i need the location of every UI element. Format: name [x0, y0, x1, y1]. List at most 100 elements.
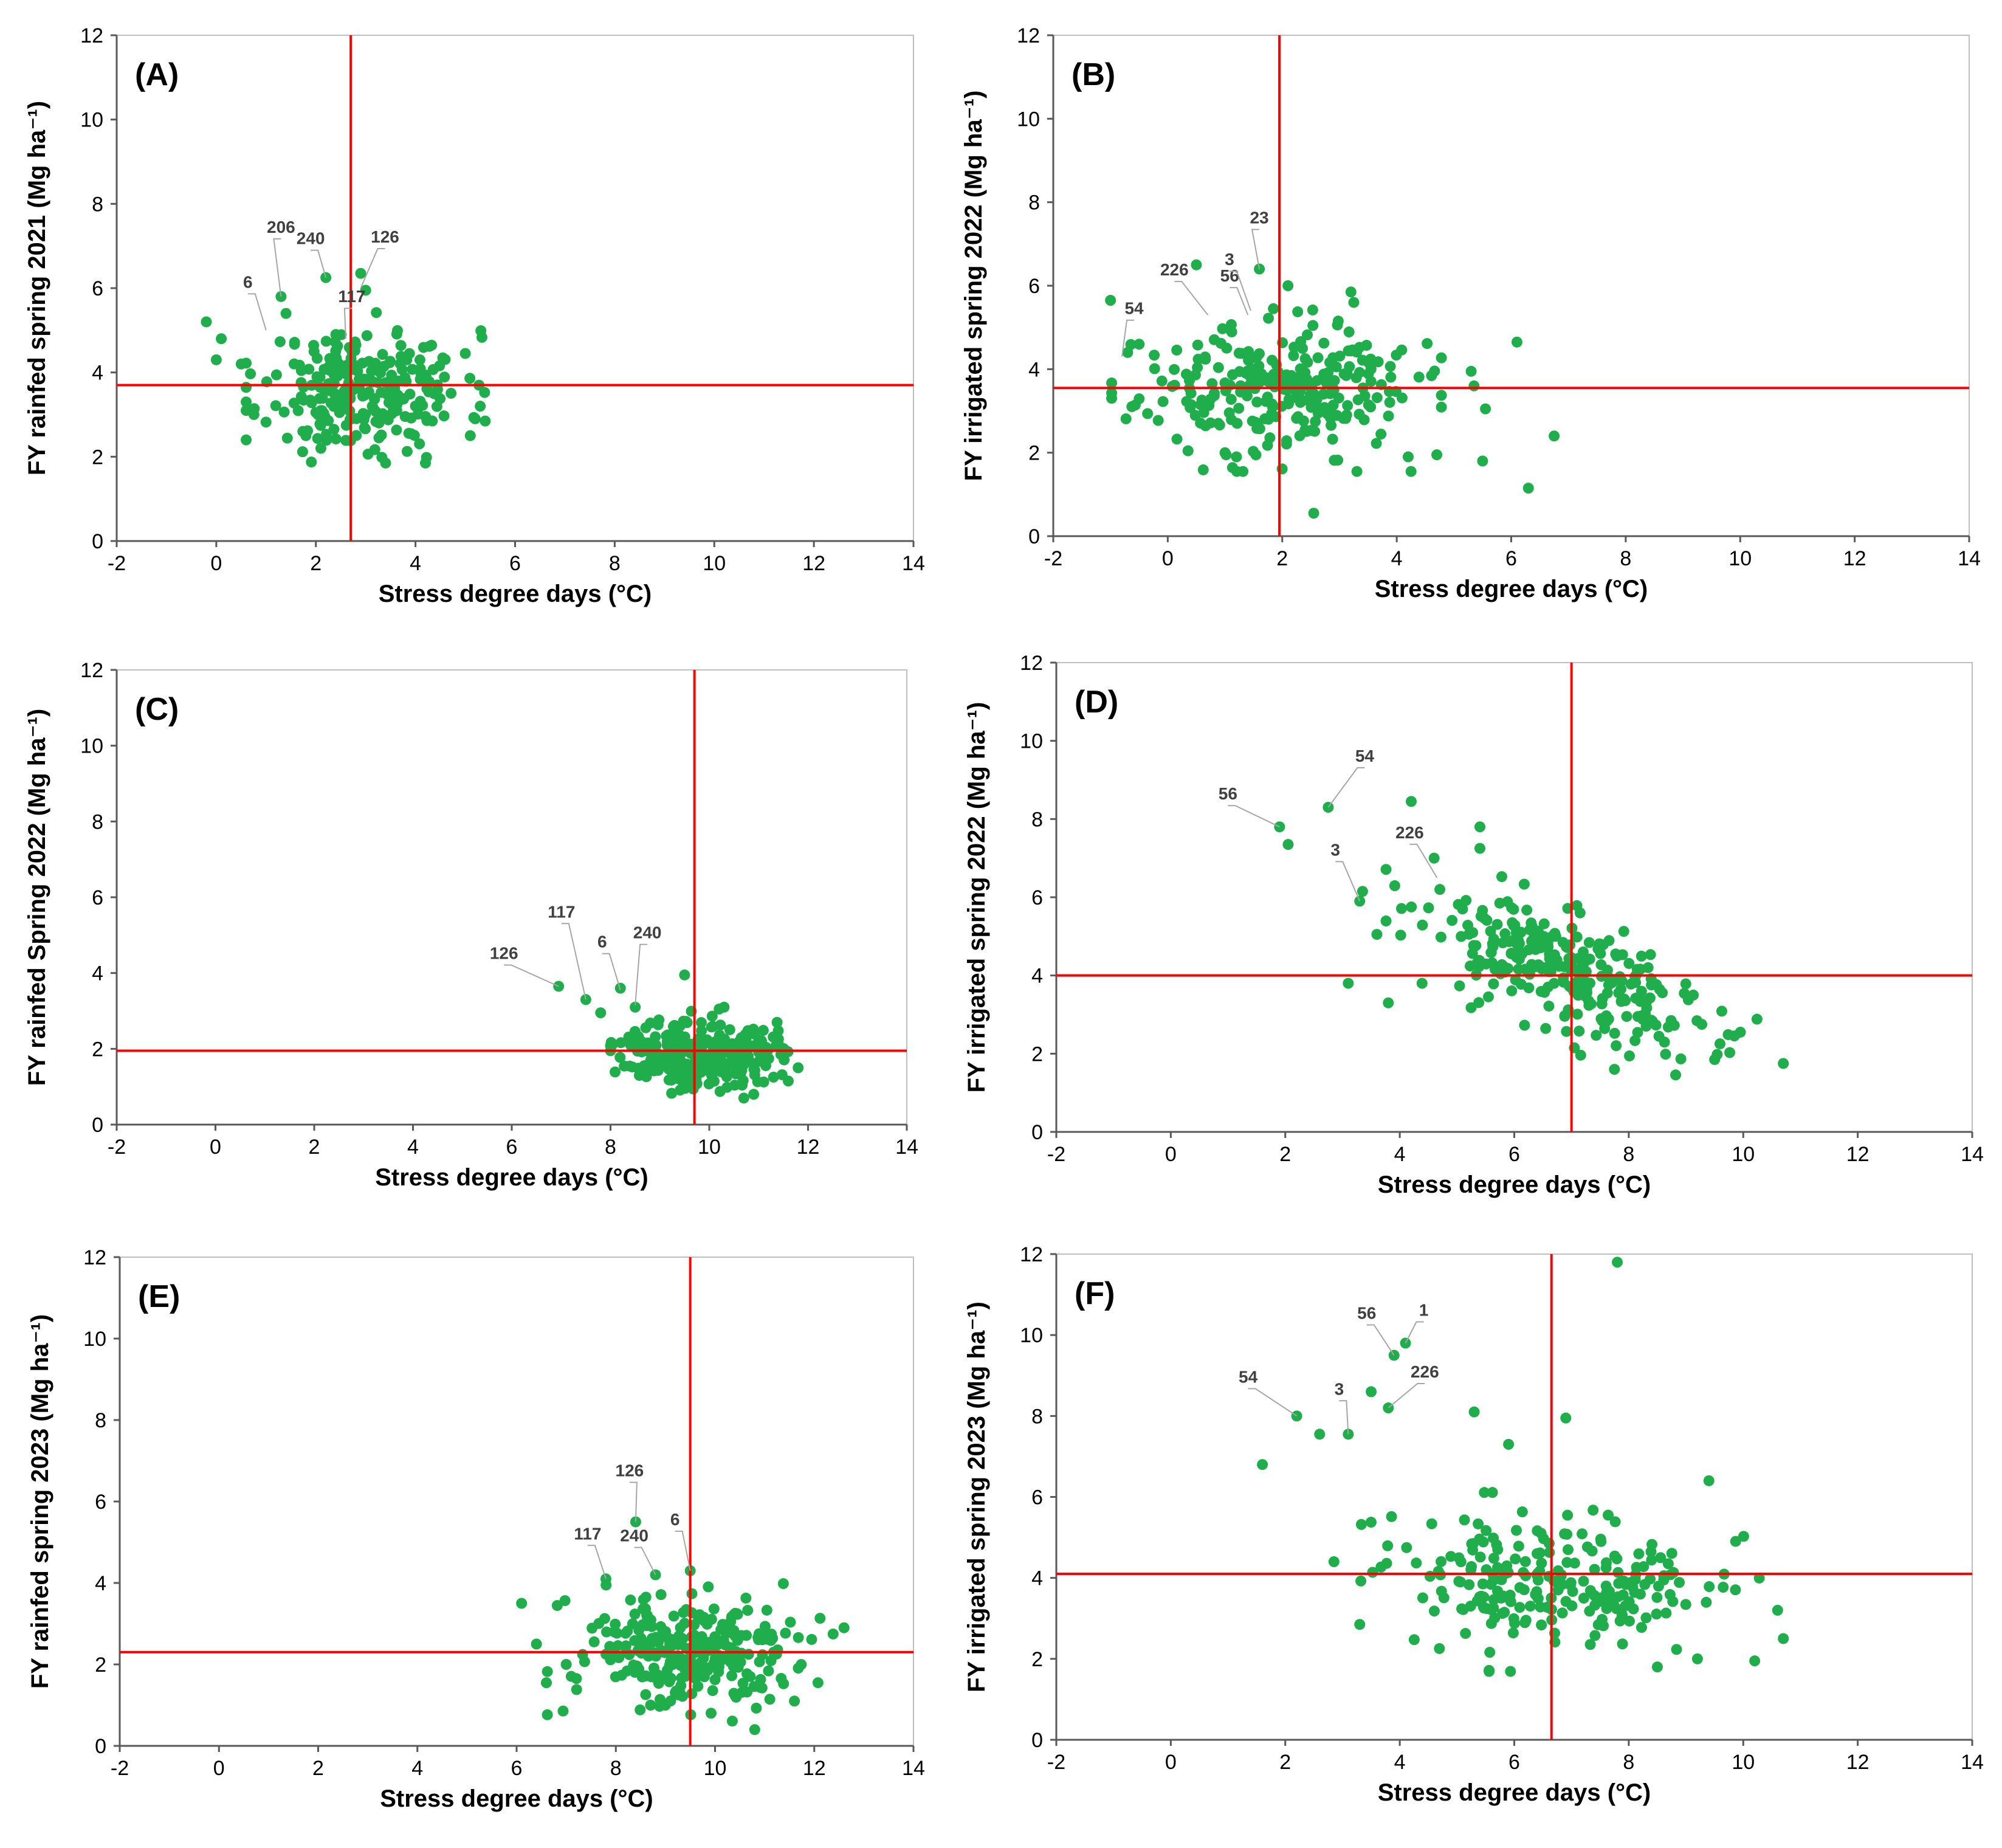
scatter-point [620, 1627, 631, 1639]
scatter-point [759, 1621, 771, 1632]
y-tick-label: 6 [1031, 1486, 1043, 1509]
y-tick-label: 4 [92, 962, 103, 985]
scatter-point [1456, 931, 1467, 942]
scatter-point [1266, 398, 1278, 410]
annotation-label: 54 [1239, 1367, 1258, 1386]
y-axis-label: FY rainfed spring 2023 (Mg ha⁻¹) [27, 1314, 53, 1689]
scatter-point [780, 1627, 791, 1639]
annotation-leader [1228, 805, 1280, 828]
scatter-point [1612, 1257, 1623, 1268]
scatter-point [1307, 304, 1318, 315]
scatter-point [743, 1055, 755, 1067]
scatter-point [731, 1691, 742, 1703]
x-tick-label: 2 [312, 1757, 324, 1780]
scatter-point [1505, 1596, 1516, 1607]
scatter-point [417, 399, 428, 411]
scatter-point [1634, 1588, 1646, 1600]
scatter-point [1513, 953, 1525, 965]
scatter-point [1405, 796, 1417, 807]
scatter-point [1646, 1539, 1658, 1550]
scatter-point [1332, 319, 1343, 331]
scatter-point [631, 1660, 643, 1672]
scatter-point [340, 435, 352, 446]
scatter-point [1395, 903, 1407, 914]
scatter-point [371, 307, 382, 319]
scatter-point [380, 457, 391, 469]
scatter-point [1468, 380, 1480, 391]
scatter-point [1408, 1634, 1420, 1646]
x-tick-label: 2 [1276, 547, 1288, 570]
scatter-point [1535, 942, 1546, 954]
scatter-point [1367, 1567, 1378, 1578]
scatter-point [709, 1075, 720, 1087]
x-tick-label: -2 [1044, 547, 1062, 570]
scatter-point [439, 371, 450, 383]
scatter-point [707, 1021, 719, 1032]
scatter-point [324, 385, 335, 396]
scatter-point [1389, 880, 1400, 892]
annotation-label: 126 [490, 943, 518, 962]
y-tick-label: 10 [83, 1328, 106, 1351]
scatter-point [334, 407, 345, 418]
panel-label: (A) [135, 57, 179, 92]
y-tick-label: 6 [92, 277, 103, 300]
x-tick-label: 8 [610, 1757, 622, 1780]
x-tick-label: 10 [1732, 1143, 1755, 1166]
scatter-point [373, 432, 385, 444]
annotation-label: 3 [1330, 840, 1340, 859]
annotation-label: 226 [1395, 823, 1424, 842]
scatter-point [1664, 1589, 1676, 1601]
scatter-point [1530, 1589, 1541, 1601]
scatter-point [1225, 319, 1237, 330]
scatter-point [407, 364, 418, 375]
scatter-point [571, 1684, 582, 1695]
scatter-point [1595, 959, 1607, 971]
scatter-point [1560, 1596, 1572, 1607]
scatter-point [1778, 1633, 1789, 1644]
x-tick-label: 10 [1729, 547, 1752, 570]
scatter-point [289, 339, 300, 350]
scatter-point [1510, 1553, 1521, 1565]
scatter-point [445, 387, 457, 399]
annotation-leader [1248, 1388, 1298, 1417]
scatter-point [1546, 960, 1557, 971]
annotation-label: 226 [1411, 1362, 1439, 1381]
scatter-point [1516, 1506, 1528, 1518]
x-tick-label: 10 [698, 1136, 721, 1159]
scatter-point [616, 1669, 627, 1681]
scatter-point [679, 1077, 690, 1089]
scatter-point [330, 433, 342, 445]
scatter-point [1696, 1019, 1708, 1030]
annotation-label: 56 [1220, 266, 1239, 285]
scatter-point [1602, 1509, 1614, 1521]
scatter-point [1197, 464, 1209, 475]
scatter-point [1479, 1487, 1490, 1498]
scatter-point [1445, 1551, 1457, 1562]
scatter-point [664, 1635, 676, 1646]
scatter-point [754, 1656, 765, 1667]
scatter-point [360, 284, 371, 296]
x-tick-label: 8 [605, 1136, 616, 1159]
scatter-point [1481, 914, 1493, 926]
scatter-point [771, 1016, 783, 1028]
scatter-point [260, 416, 272, 428]
scatter-point [1152, 415, 1164, 426]
y-tick-label: 2 [92, 446, 103, 469]
scatter-point [666, 1036, 678, 1048]
scatter-point [235, 358, 247, 370]
scatter-point [1541, 1601, 1553, 1613]
y-tick-label: 8 [1031, 1405, 1043, 1428]
x-tick-label: 12 [1843, 547, 1866, 570]
scatter-point [1318, 388, 1329, 400]
x-tick-label: 10 [704, 1757, 727, 1780]
scatter-point [1252, 421, 1264, 432]
scatter-point [368, 393, 380, 404]
x-tick-label: 2 [1279, 1143, 1291, 1166]
scatter-point [1250, 449, 1262, 461]
scatter-point [1363, 368, 1374, 380]
scatter-point [281, 432, 293, 444]
scatter-point [210, 354, 222, 365]
x-tick-label: 0 [1162, 547, 1174, 570]
scatter-point [741, 1668, 753, 1680]
